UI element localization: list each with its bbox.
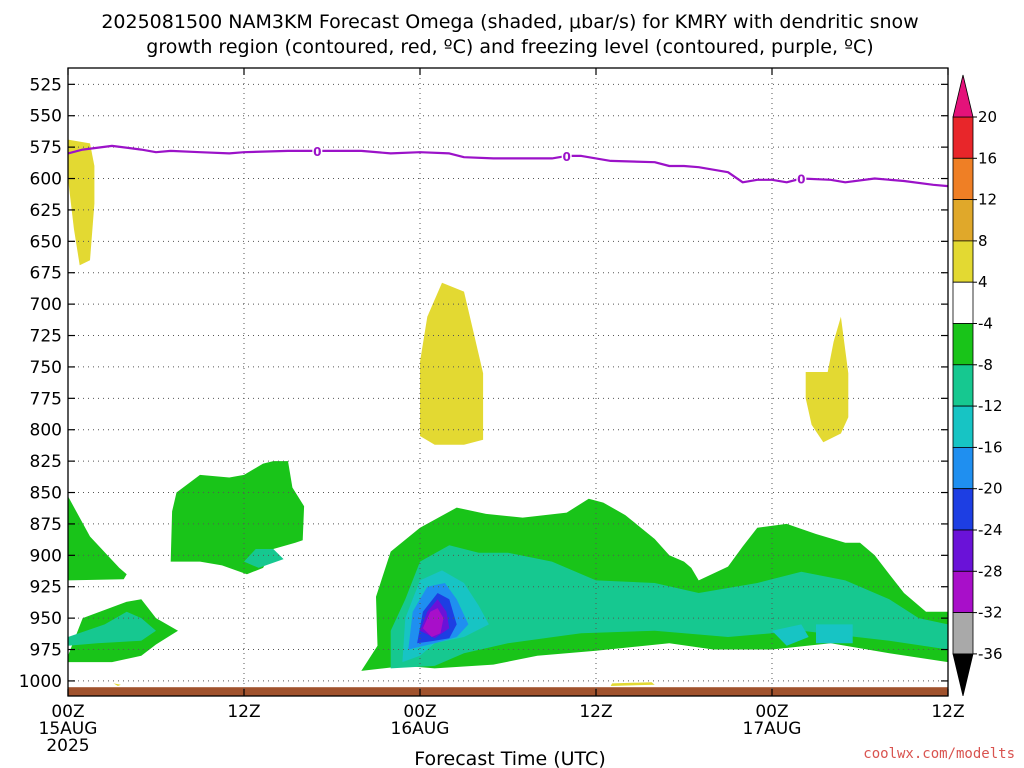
y-tick-label: 550: [30, 107, 62, 127]
omega-region-9: [68, 611, 156, 646]
x-tick-label: 12Z: [227, 702, 260, 722]
freezing-level-contour: 0 0 0: [67, 143, 949, 188]
colorbar-segment: [952, 570, 974, 613]
colorbar-segment: [952, 405, 974, 448]
omega-region-1: [420, 282, 484, 445]
colorbar-segment: [952, 488, 974, 531]
x-tick-label: 15AUG: [39, 719, 98, 739]
colorbar-tick-label: 16: [978, 149, 997, 167]
y-tick-label: 725: [30, 327, 62, 347]
colorbar-tick-label: -12: [978, 397, 1003, 415]
omega-region-18: [422, 608, 444, 637]
x-axis-label: Forecast Time (UTC): [414, 748, 605, 768]
y-tick-label: 850: [30, 484, 62, 504]
omega-region-7: [170, 461, 305, 575]
omega-region-10: [244, 549, 284, 568]
freezing-level-label: 0: [313, 145, 321, 159]
colorbar-segment: [952, 612, 974, 655]
colorbar-tick-label: 4: [978, 273, 988, 291]
colorbar-bottom-arrow: [952, 653, 974, 696]
y-tick-label: 700: [30, 295, 62, 315]
y-tick-label: 950: [30, 609, 62, 629]
colorbar-segment: [952, 364, 974, 407]
colorbar: 20 16 12 8 4 -4 -8 -12 -16 -20 -24 -28 -32 -36: [952, 74, 1003, 696]
plot-frame: [67, 67, 949, 697]
omega-shaded-regions: [68, 139, 948, 686]
colorbar-tick-label: -28: [978, 562, 1003, 580]
y-tick-label: 675: [30, 264, 62, 284]
y-tick-label: 875: [30, 515, 62, 535]
colorbar-segment: [952, 529, 974, 572]
credit-text: coolwx.com/modelts: [863, 746, 1015, 762]
colorbar-tick-label: 12: [978, 191, 997, 209]
ground-layer: [68, 687, 948, 696]
freezing-label-bg: [561, 148, 572, 163]
omega-region-2: [805, 316, 849, 443]
colorbar-tick-label: -32: [978, 604, 1003, 622]
y-tick-label: 1000: [19, 672, 62, 692]
colorbar-tick-label: -24: [978, 521, 1003, 539]
y-tick-label: 975: [30, 641, 62, 661]
x-tick-label: 00Z: [403, 702, 436, 722]
freezing-level-label: 0: [797, 173, 805, 187]
y-tick-label: 800: [30, 421, 62, 441]
x-tick-label: 00Z: [51, 702, 84, 722]
colorbar-segment: [952, 240, 974, 283]
omega-region-3: [610, 682, 655, 686]
omega-region-0: [68, 139, 95, 266]
colorbar-segment: [952, 446, 974, 490]
colorbar-segment: [952, 199, 974, 242]
y-tick-label: 600: [30, 170, 62, 190]
freezing-level-label: 0: [562, 150, 570, 164]
colorbar-segment: [952, 323, 974, 366]
x-tick-label: 12Z: [931, 702, 964, 722]
x-tick-label: 16AUG: [391, 719, 450, 739]
y-tick-label: 750: [30, 358, 62, 378]
colorbar-segment: [952, 157, 974, 201]
x-tick-label: 2025: [46, 736, 89, 756]
colorbar-tick-label: -16: [978, 438, 1003, 456]
y-axis-ticks: 525 550 575 600 625 650 675 700 725 750 775 800 825 8…: [19, 75, 948, 692]
grid-lines: [68, 68, 948, 696]
y-tick-label: 575: [30, 138, 62, 158]
colorbar-tick-label: 20: [978, 108, 997, 126]
chart-title-line-2: growth region (contoured, red, ºC) and f…: [146, 36, 873, 58]
colorbar-tick-label: -36: [978, 645, 1003, 663]
colorbar-tick-label: -20: [978, 480, 1003, 498]
omega-region-5: [68, 496, 127, 581]
y-tick-label: 900: [30, 546, 62, 566]
y-tick-label: 525: [30, 75, 62, 95]
chart-title-line-1: 2025081500 NAM3KM Forecast Omega (shaded…: [101, 11, 918, 33]
omega-region-14: [816, 624, 853, 644]
colorbar-top-arrow: [952, 74, 974, 118]
x-tick-label: 17AUG: [743, 719, 802, 739]
colorbar-segment: [952, 116, 974, 159]
freezing-label-bg: [312, 143, 323, 158]
freezing-label-bg: [796, 171, 807, 186]
ground-strip: [68, 687, 948, 696]
omega-region-11: [390, 545, 948, 669]
omega-region-13: [772, 624, 809, 646]
y-tick-label: 650: [30, 232, 62, 252]
x-tick-label: 12Z: [579, 702, 612, 722]
y-tick-label: 775: [30, 389, 62, 409]
colorbar-tick-label: -4: [978, 315, 993, 333]
y-tick-label: 925: [30, 578, 62, 598]
y-tick-label: 825: [30, 452, 62, 472]
y-tick-label: 625: [30, 201, 62, 221]
colorbar-tick-label: 8: [978, 232, 988, 250]
colorbar-tick-label: -8: [978, 356, 993, 374]
omega-region-4: [113, 683, 121, 686]
colorbar-segment: [952, 281, 974, 324]
x-tick-label: 00Z: [755, 702, 788, 722]
